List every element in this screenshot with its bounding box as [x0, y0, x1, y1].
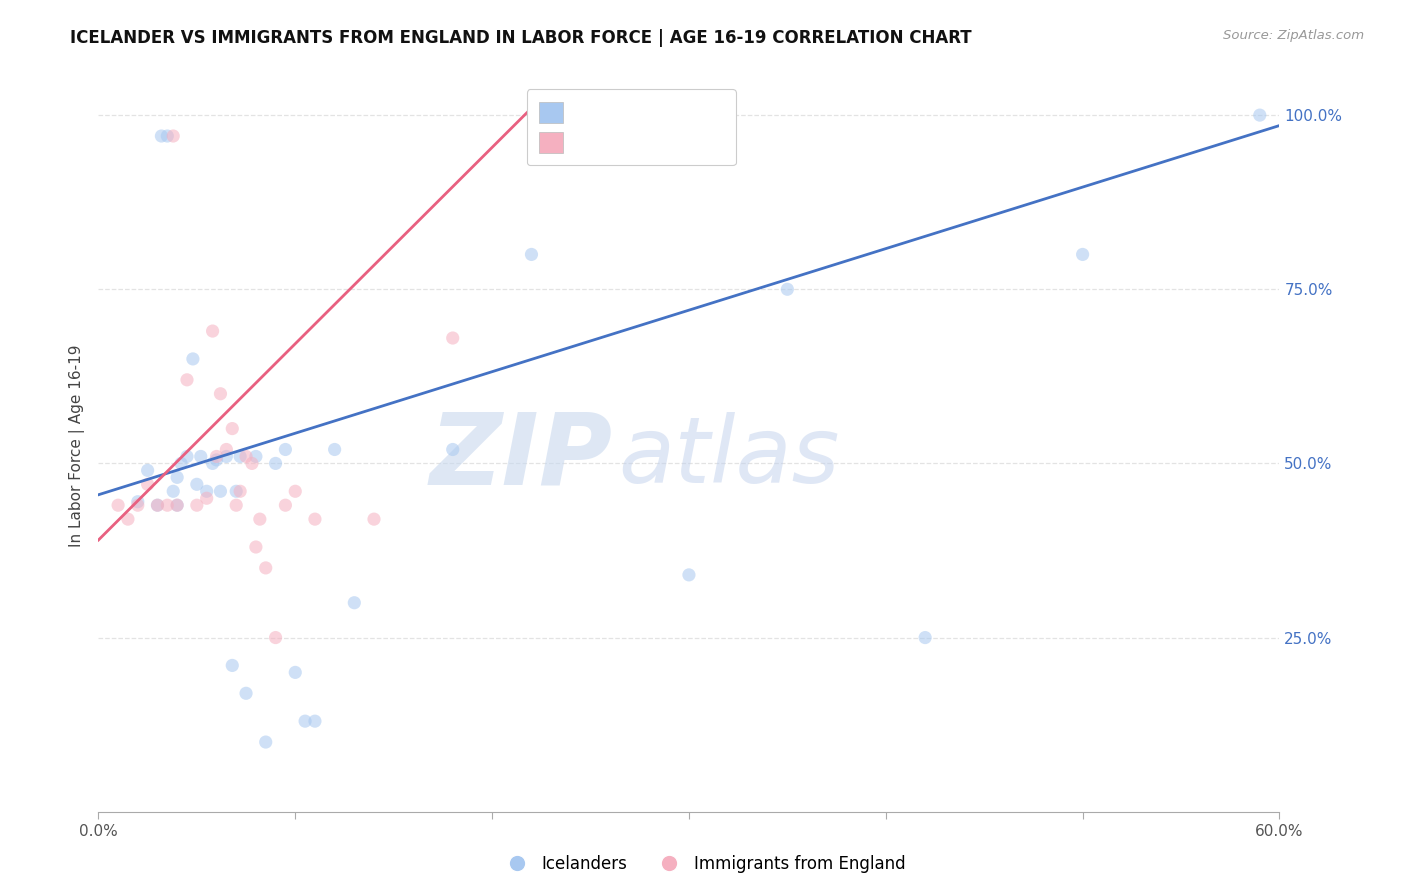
Text: ZIP: ZIP — [429, 409, 612, 506]
Point — [304, 512, 326, 526]
Point — [240, 457, 263, 471]
Point — [146, 498, 169, 512]
Point — [117, 512, 139, 526]
Point — [176, 373, 198, 387]
Point — [274, 498, 297, 512]
Point — [136, 463, 159, 477]
Point — [294, 714, 316, 728]
Point — [156, 128, 179, 143]
Text: 0.593: 0.593 — [578, 137, 630, 155]
Point — [181, 351, 204, 366]
Text: R =: R = — [546, 104, 583, 122]
Text: atlas: atlas — [619, 412, 839, 502]
Point — [209, 386, 232, 401]
Text: N =: N = — [620, 104, 678, 122]
Point — [914, 631, 936, 645]
Text: ICELANDER VS IMMIGRANTS FROM ENGLAND IN LABOR FORCE | AGE 16-19 CORRELATION CHAR: ICELANDER VS IMMIGRANTS FROM ENGLAND IN … — [70, 29, 972, 47]
Point — [441, 442, 464, 457]
Point — [162, 128, 184, 143]
Point — [284, 665, 307, 680]
Point — [146, 498, 169, 512]
Point — [1071, 247, 1094, 261]
Text: Source: ZipAtlas.com: Source: ZipAtlas.com — [1223, 29, 1364, 43]
Point — [209, 484, 232, 499]
Point — [776, 282, 799, 296]
Point — [264, 631, 287, 645]
Point — [254, 735, 277, 749]
Point — [205, 453, 228, 467]
Point — [249, 512, 271, 526]
Point — [225, 484, 247, 499]
Point — [215, 442, 238, 457]
Legend:                           ,                           : , — [527, 89, 735, 165]
Point — [1249, 108, 1271, 122]
Point — [274, 442, 297, 457]
Point — [323, 442, 346, 457]
Point — [245, 450, 267, 464]
Point — [235, 686, 257, 700]
Point — [195, 484, 218, 499]
Point — [254, 561, 277, 575]
Point — [441, 331, 464, 345]
Point — [229, 484, 252, 499]
Point — [225, 498, 247, 512]
Text: N =: N = — [620, 137, 678, 155]
Text: 0.476: 0.476 — [578, 104, 630, 122]
Point — [127, 494, 149, 508]
Point — [127, 498, 149, 512]
Point — [284, 484, 307, 499]
Point — [166, 498, 188, 512]
Point — [205, 450, 228, 464]
Point — [235, 450, 257, 464]
Point — [201, 324, 224, 338]
Point — [304, 714, 326, 728]
Point — [186, 498, 208, 512]
Point — [166, 470, 188, 484]
Y-axis label: In Labor Force | Age 16-19: In Labor Force | Age 16-19 — [69, 344, 84, 548]
Point — [136, 477, 159, 491]
Point — [221, 658, 243, 673]
Point — [201, 457, 224, 471]
Point — [176, 450, 198, 464]
Point — [186, 477, 208, 491]
Legend: Icelanders, Immigrants from England: Icelanders, Immigrants from England — [494, 848, 912, 880]
Point — [245, 540, 267, 554]
Point — [215, 450, 238, 464]
Point — [229, 450, 252, 464]
Point — [156, 498, 179, 512]
Text: 38: 38 — [661, 104, 683, 122]
Text: 29: 29 — [661, 137, 683, 155]
Point — [162, 484, 184, 499]
Text: R =: R = — [546, 137, 583, 155]
Point — [221, 421, 243, 435]
Point — [264, 457, 287, 471]
Point — [107, 498, 129, 512]
Point — [343, 596, 366, 610]
Point — [170, 457, 193, 471]
Point — [363, 512, 385, 526]
Point — [166, 498, 188, 512]
Point — [190, 450, 212, 464]
Point — [520, 247, 543, 261]
Point — [195, 491, 218, 506]
Point — [150, 128, 173, 143]
Point — [678, 567, 700, 582]
